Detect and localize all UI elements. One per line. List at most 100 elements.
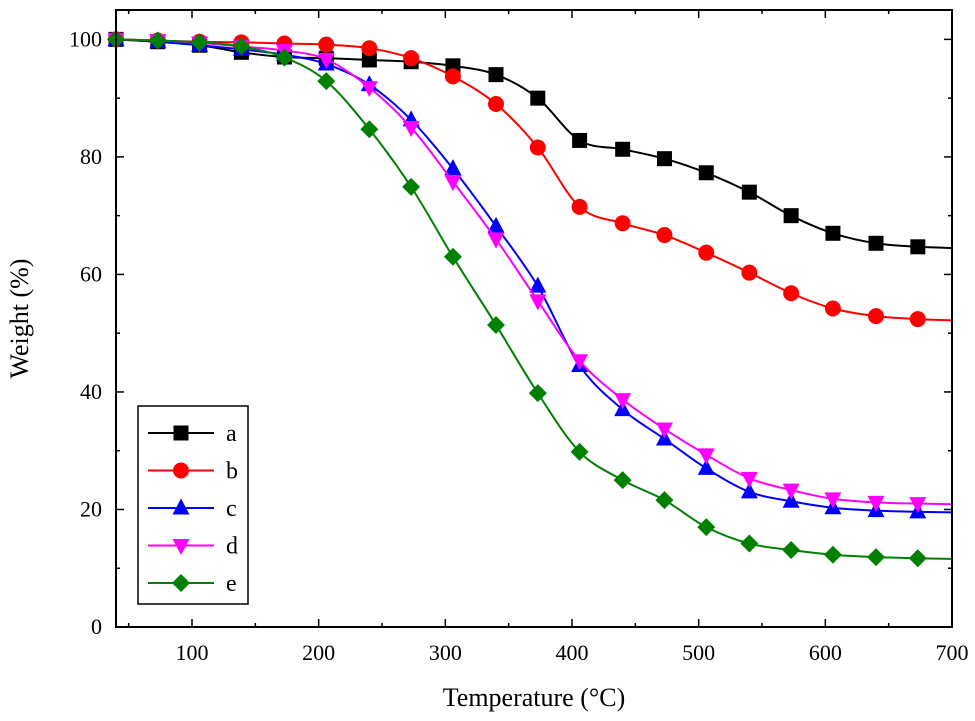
series-a-point bbox=[572, 132, 588, 148]
x-tick-label: 600 bbox=[809, 640, 842, 665]
series-b-point bbox=[488, 96, 504, 113]
legend-label-c: c bbox=[226, 496, 237, 522]
series-e-point bbox=[360, 120, 379, 139]
series-e-point bbox=[697, 518, 716, 537]
series-a bbox=[108, 31, 953, 255]
legend-marker-e bbox=[172, 574, 190, 592]
series-c-point bbox=[697, 458, 715, 475]
y-tick-label: 60 bbox=[80, 261, 102, 286]
x-tick-label: 300 bbox=[429, 640, 462, 665]
series-d-point bbox=[360, 81, 378, 98]
series-e-point bbox=[443, 247, 462, 266]
series-b-point bbox=[741, 264, 758, 281]
series-b-point bbox=[868, 308, 884, 325]
x-axis-title: Temperature (°C) bbox=[443, 683, 626, 712]
series-d-point bbox=[655, 422, 673, 439]
series-a-point bbox=[868, 235, 884, 251]
series-c-point bbox=[782, 491, 800, 508]
series-a-point bbox=[825, 225, 841, 241]
series-a-point bbox=[488, 67, 504, 83]
series-b-line bbox=[115, 38, 953, 322]
series-d-point bbox=[909, 497, 927, 514]
series-e bbox=[107, 30, 953, 568]
series-e-point bbox=[190, 33, 209, 52]
series-b-point bbox=[698, 244, 715, 261]
series-e-point bbox=[487, 315, 505, 334]
legend-label-e: e bbox=[226, 571, 237, 597]
y-tick-label: 100 bbox=[69, 26, 102, 51]
series-d-point bbox=[782, 483, 800, 500]
series-d-point bbox=[529, 294, 547, 311]
series-a-point bbox=[530, 90, 546, 106]
series-b-point bbox=[318, 36, 335, 53]
legend-box bbox=[137, 405, 249, 605]
series-d-point bbox=[487, 232, 505, 249]
series-b-point bbox=[444, 68, 461, 85]
series-d-point bbox=[571, 354, 589, 371]
series-b-point bbox=[403, 50, 420, 67]
series-b-point bbox=[783, 285, 800, 302]
series-d-point bbox=[317, 52, 335, 69]
y-tick-label: 40 bbox=[80, 379, 102, 404]
x-tick-label: 100 bbox=[176, 640, 209, 665]
y-tick-label: 0 bbox=[91, 614, 102, 639]
legend-label-d: d bbox=[226, 534, 238, 560]
series-c-point bbox=[487, 216, 505, 233]
series-b-point bbox=[614, 215, 631, 232]
legend-item-d: d bbox=[148, 534, 238, 560]
x-tick-label: 200 bbox=[302, 640, 335, 665]
series-d-point bbox=[697, 448, 715, 465]
legend-marker-a bbox=[173, 425, 189, 441]
ticks-layer: 100 200 300 400 500 600 700 0 20 40 60 80 100 bbox=[69, 10, 969, 665]
legend-label-a: a bbox=[226, 421, 237, 447]
series-e-point bbox=[908, 549, 927, 568]
x-tick-label: 500 bbox=[682, 640, 715, 665]
series-d-point bbox=[444, 175, 462, 192]
legend-marker-d bbox=[172, 539, 190, 555]
legend-marker-b bbox=[173, 462, 189, 479]
x-tick-label: 700 bbox=[936, 640, 969, 665]
series-b-point bbox=[909, 311, 926, 328]
series-e-point bbox=[232, 37, 251, 56]
series-a-point bbox=[698, 165, 714, 181]
series-a-point bbox=[910, 239, 926, 255]
series-layer bbox=[107, 29, 953, 568]
series-e-point bbox=[402, 177, 421, 196]
legend-item-a: a bbox=[148, 421, 237, 447]
series-e-point bbox=[528, 384, 547, 403]
legend-item-b: b bbox=[148, 459, 238, 485]
series-c-point bbox=[529, 276, 547, 293]
series-a-point bbox=[741, 184, 757, 200]
series-e-point bbox=[655, 491, 674, 510]
series-e-point bbox=[823, 545, 842, 564]
plot-frame bbox=[115, 9, 953, 628]
series-b-point bbox=[656, 227, 673, 244]
series-c-point bbox=[740, 482, 758, 499]
series-d-point bbox=[740, 471, 758, 488]
series-e-point bbox=[570, 442, 589, 461]
series-b-point bbox=[571, 198, 588, 215]
series-b-point bbox=[824, 300, 841, 317]
series-e-point bbox=[275, 48, 294, 67]
series-c-point bbox=[444, 159, 462, 176]
series-e-point bbox=[867, 548, 885, 567]
series-e-point bbox=[148, 31, 167, 50]
series-d-point bbox=[824, 492, 842, 509]
series-b bbox=[108, 31, 953, 328]
legend-label-b: b bbox=[226, 459, 238, 485]
series-e-point bbox=[782, 541, 801, 560]
series-d-point bbox=[402, 121, 420, 138]
y-tick-label: 20 bbox=[80, 496, 102, 521]
series-e-point bbox=[317, 72, 336, 91]
x-tick-label: 400 bbox=[556, 640, 589, 665]
legend-item-e: e bbox=[148, 571, 237, 597]
y-tick-label: 80 bbox=[80, 144, 102, 169]
y-axis-title: Weight (%) bbox=[5, 259, 34, 379]
series-e-point bbox=[613, 471, 632, 490]
series-e-line bbox=[115, 38, 953, 560]
series-b-point bbox=[361, 40, 378, 57]
series-b-point bbox=[529, 139, 546, 156]
legend-marker-c bbox=[172, 498, 190, 515]
